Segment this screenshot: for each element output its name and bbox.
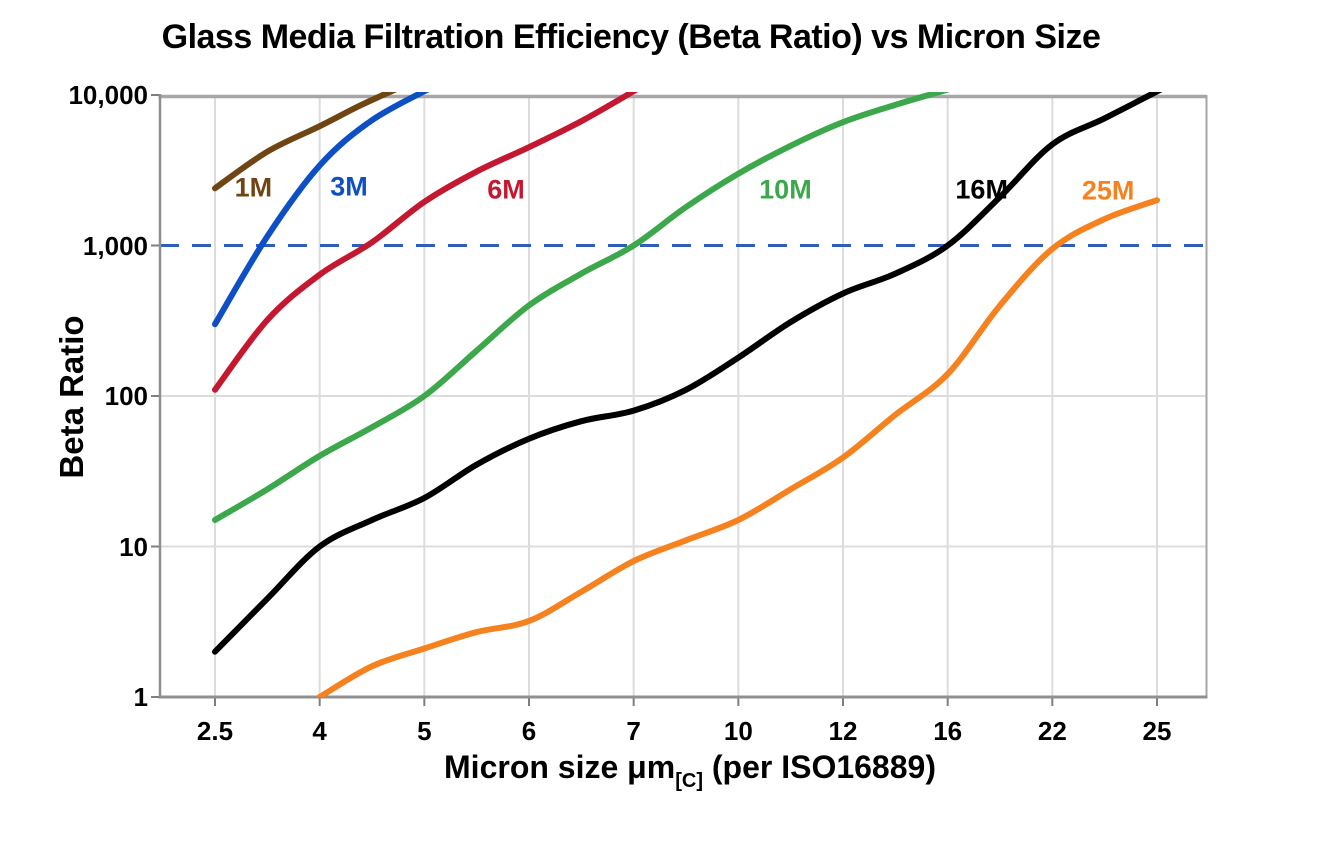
series-curve-16M [212,92,1163,655]
x-axis-title: Micron size μm[C] (per ISO16889) [444,749,936,792]
y-tick-label: 10 [119,531,148,562]
series-label-16M: 16M [955,174,1008,205]
x-tick-label: 16 [933,716,963,746]
y-tick-label: 1,000 [82,230,148,261]
y-tick-label: 100 [104,381,148,411]
x-axis-title-subscript: [C] [675,770,703,792]
series-label-6M: 6M [487,174,525,205]
x-axis-title-main: Micron size μm [444,749,676,785]
x-tick-label: 5 [417,716,432,746]
series-curve-25M [316,197,1160,697]
series-curve-6M [212,92,639,393]
series-label-25M: 25M [1081,175,1135,206]
series-label-10M: 10M [759,174,812,205]
x-tick-label: 10 [723,716,753,746]
series-label-1M: 1M [234,172,273,203]
y-tick-label: 10,000 [68,80,148,110]
series-label-3M: 3M [330,171,368,202]
x-tick-label: 2.5 [196,716,234,746]
x-tick-label: 7 [626,716,641,746]
y-tick-label: 1 [133,682,148,712]
series-curve-3M [212,92,430,328]
series-curve-1M [212,92,398,192]
x-axis-title-rest: (per ISO16889) [702,749,936,785]
x-tick-label: 25 [1142,716,1172,746]
x-tick-label: 6 [521,716,537,746]
x-tick-label: 22 [1037,716,1067,746]
series-group [212,92,1163,697]
x-tick-label: 4 [312,716,327,746]
x-tick-label: 12 [828,716,858,746]
chart-title: Glass Media Filtration Efficiency (Beta … [161,18,1101,56]
series-curve-10M [212,92,950,523]
